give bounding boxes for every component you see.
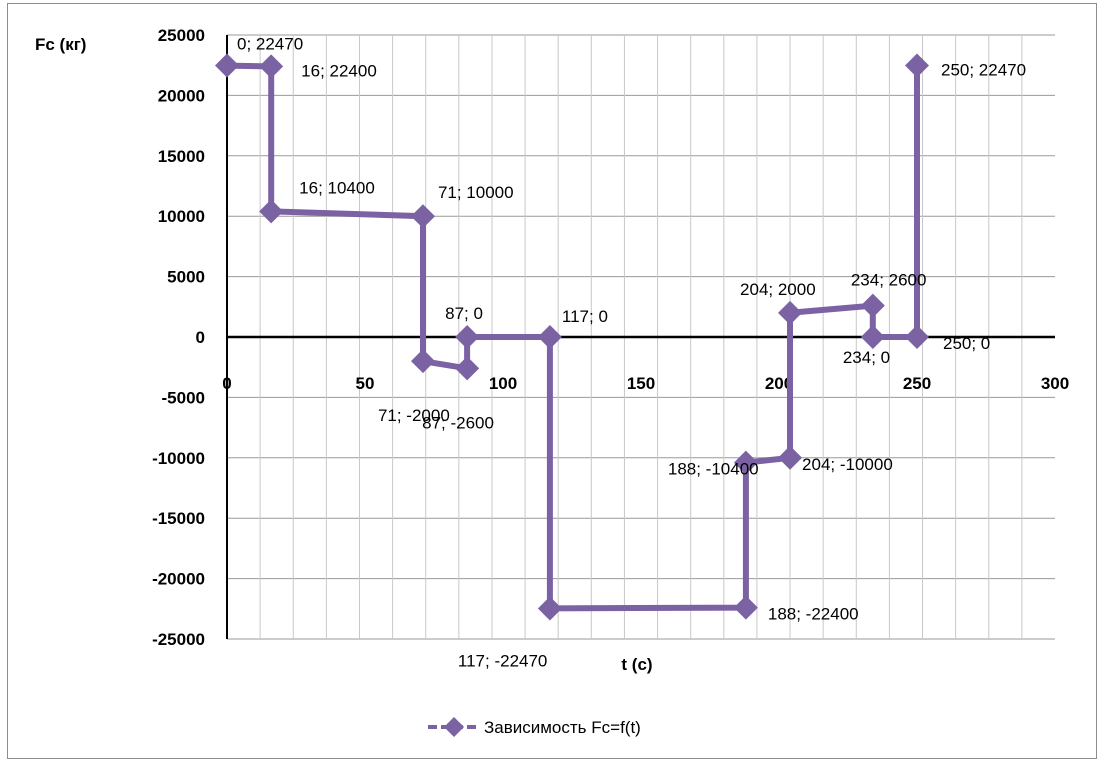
data-label: 250; 0: [943, 334, 990, 353]
y-tick-label: -10000: [152, 449, 205, 468]
data-label: 188; -22400: [768, 605, 859, 624]
x-tick-label: 100: [489, 374, 517, 393]
data-point-marker: [410, 204, 435, 229]
legend: Зависимость Fc=f(t): [428, 717, 641, 737]
x-tick-label: 250: [903, 374, 931, 393]
y-tick-label: -5000: [162, 388, 205, 407]
legend-diamond-icon: [444, 717, 464, 737]
data-point-marker: [455, 356, 480, 381]
data-label: 87; 0: [445, 304, 483, 323]
data-point-marker: [259, 54, 284, 79]
y-tick-label: -25000: [152, 630, 205, 649]
data-label: 250; 22470: [941, 61, 1026, 80]
data-point-marker: [733, 450, 758, 475]
x-tick-label: 200: [765, 374, 793, 393]
y-tick-label: 5000: [167, 268, 205, 287]
data-label: 16; 22400: [301, 61, 377, 80]
data-point-marker: [860, 293, 885, 318]
data-point-marker: [905, 325, 929, 349]
series-markers: [215, 53, 929, 621]
x-tick-label: 0: [222, 374, 231, 393]
data-label: 204; -10000: [802, 455, 893, 474]
y-tick-label: 0: [196, 328, 205, 347]
data-label: 234; 0: [843, 348, 890, 367]
y-tick-label: -20000: [152, 570, 205, 589]
y-axis-title: Fc (кг): [35, 35, 86, 54]
data-point-marker: [778, 300, 803, 325]
data-point-marker: [905, 53, 929, 78]
data-label: 117; -22470: [458, 651, 547, 670]
data-point-marker: [733, 595, 758, 620]
x-tick-label: 150: [627, 374, 655, 393]
data-label: 87; -2600: [422, 413, 494, 432]
data-label: 0; 22470: [237, 35, 303, 54]
data-point-marker: [860, 325, 885, 349]
data-label: 16; 10400: [299, 178, 375, 197]
x-axis-title: t (c): [621, 655, 652, 674]
data-point-marker: [259, 199, 284, 224]
y-tick-label: -15000: [152, 509, 205, 528]
data-label: 234; 2600: [851, 271, 927, 290]
axes: [226, 35, 1055, 639]
y-axis-tick-labels: 25000 20000 15000 10000 5000 0 -5000 -10000 -150…: [152, 26, 205, 649]
data-label: 188; -10400: [668, 460, 759, 479]
data-point-marker: [537, 325, 562, 349]
x-tick-label: 300: [1041, 374, 1069, 393]
x-tick-label: 50: [356, 374, 375, 393]
y-tick-label: 15000: [158, 147, 205, 166]
data-label: 71; 10000: [438, 183, 514, 202]
data-label: 117; 0: [562, 307, 608, 326]
x-axis-tick-labels: 0 50 100 150 200 250 300: [222, 374, 1069, 393]
data-label: 204; 2000: [740, 280, 816, 299]
y-tick-label: 10000: [158, 207, 205, 226]
data-labels: 0; 22470 16; 22400 16; 10400 71; 10000 71; -…: [237, 35, 1026, 671]
data-point-marker: [455, 325, 480, 349]
data-point-marker: [215, 53, 239, 78]
legend-label: Зависимость Fc=f(t): [484, 718, 641, 737]
y-tick-label: 20000: [158, 86, 205, 105]
data-point-marker: [778, 445, 803, 470]
data-point-marker: [410, 349, 435, 374]
y-tick-label: 25000: [158, 26, 205, 45]
data-label: 71; -2000: [378, 406, 450, 425]
data-point-marker: [537, 596, 562, 621]
